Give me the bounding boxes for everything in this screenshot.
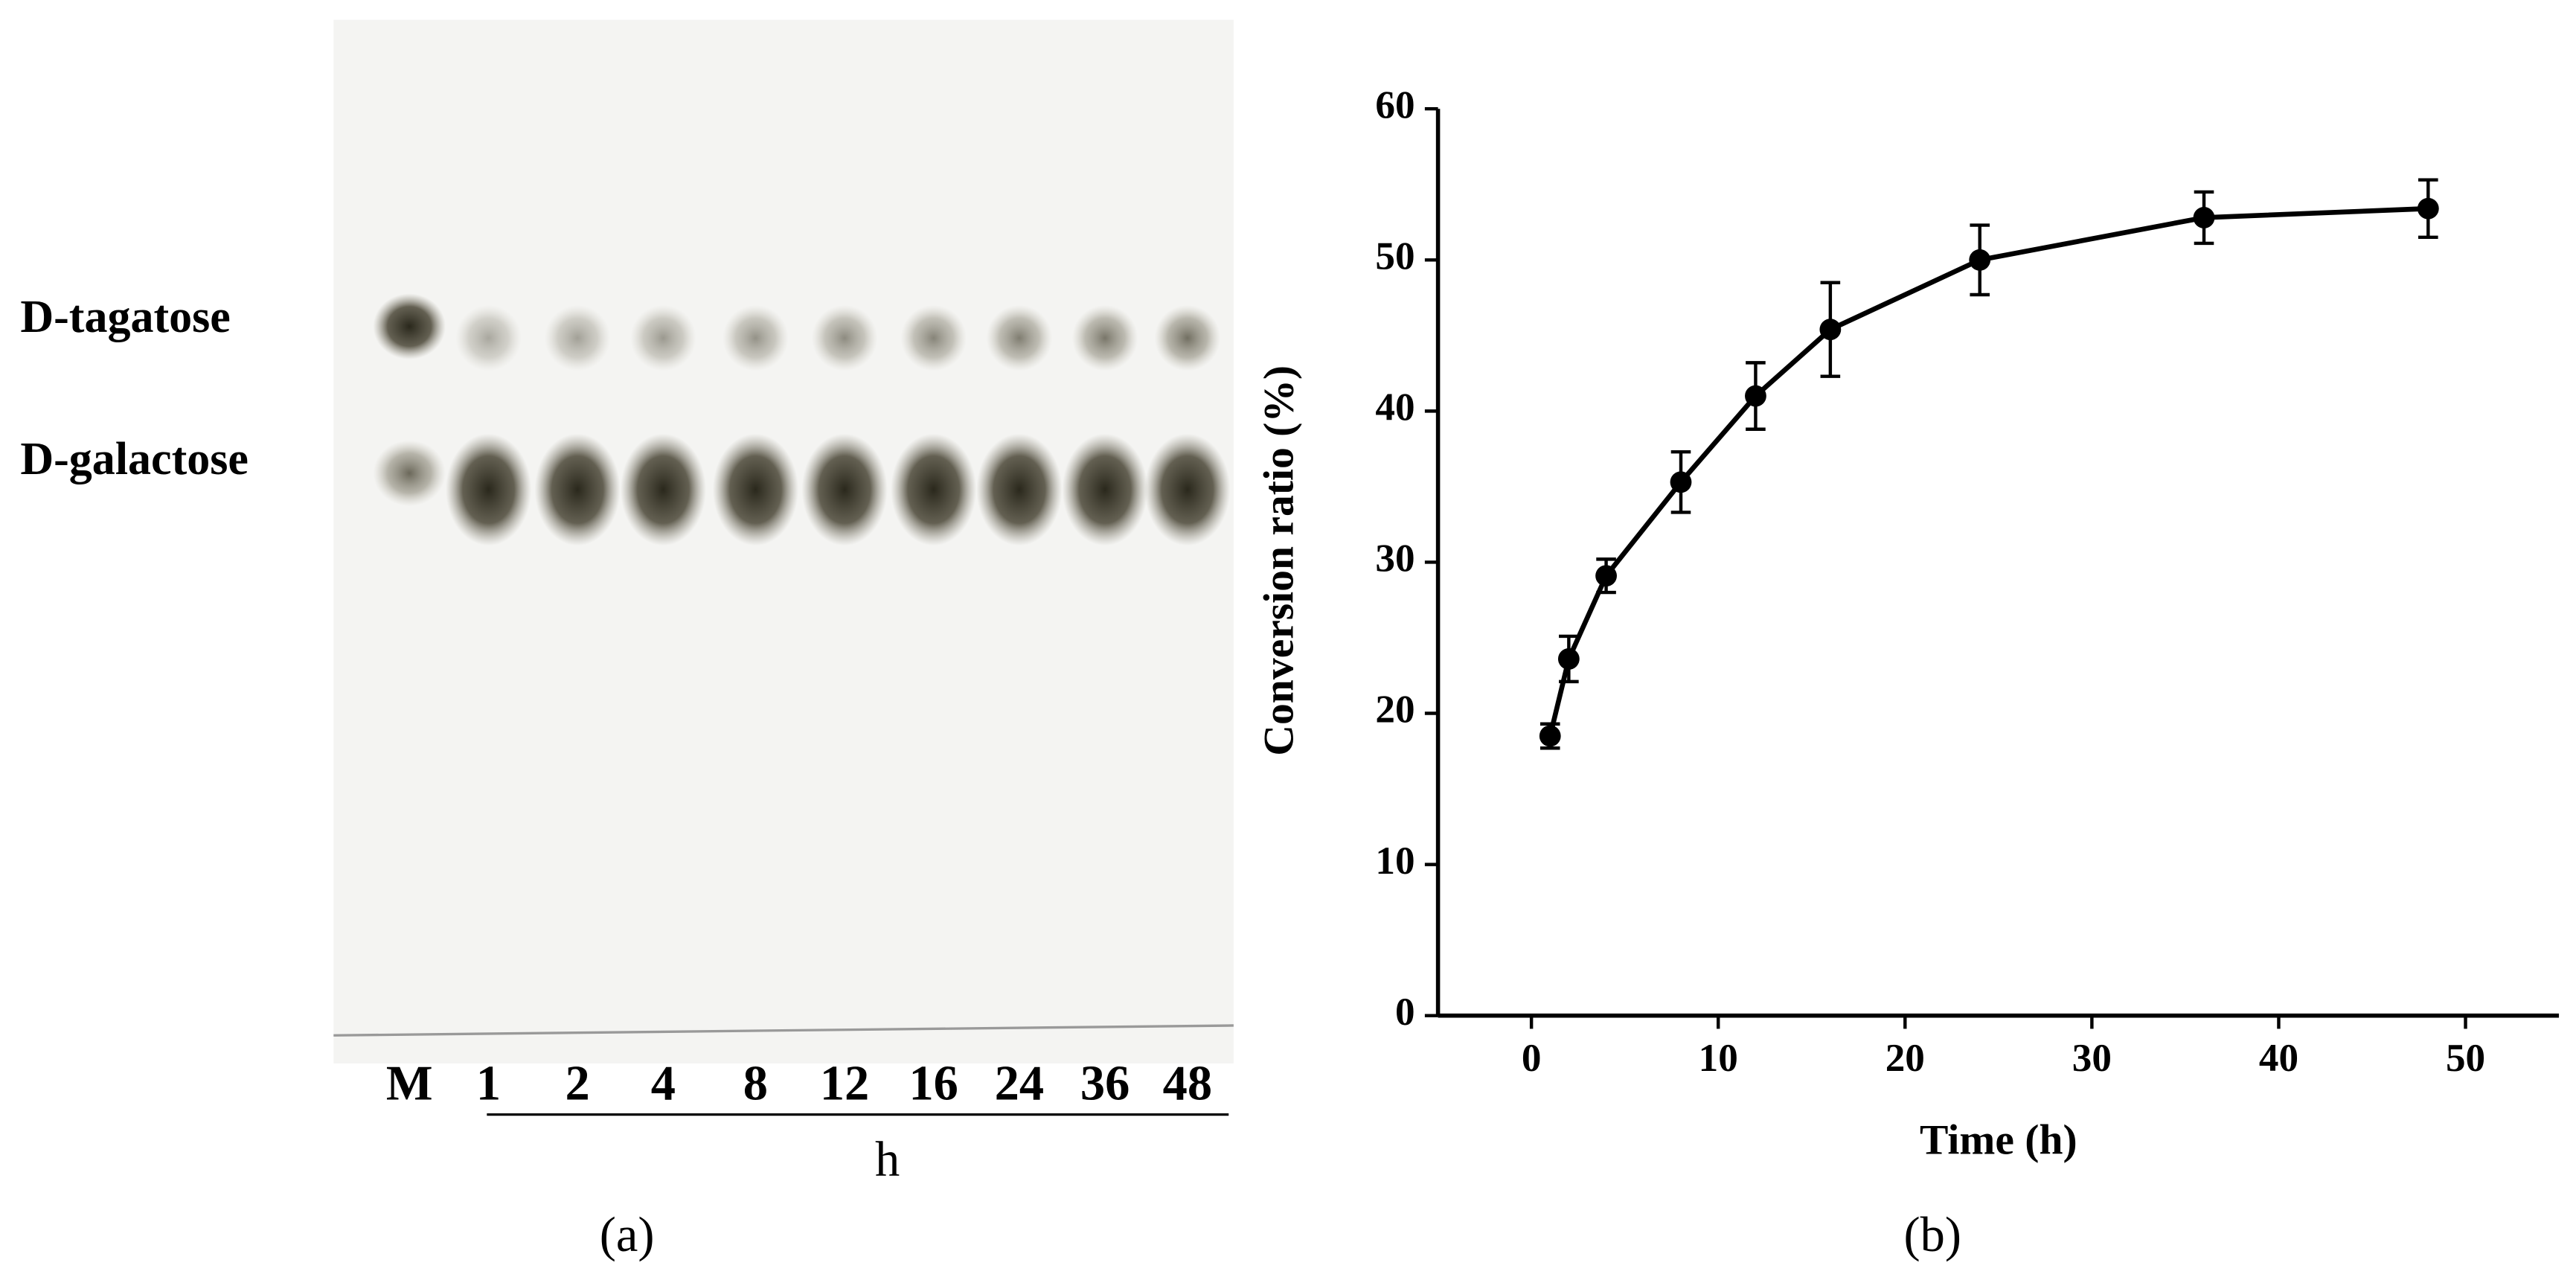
lane-label: 48: [1163, 1056, 1212, 1110]
caption: (a): [600, 1208, 655, 1262]
spot: [455, 304, 522, 371]
data-point: [1670, 471, 1692, 493]
lane-label: 12: [820, 1056, 869, 1110]
spot: [534, 433, 621, 546]
data-point: [2193, 207, 2215, 228]
y-tick-label: 30: [1375, 537, 1414, 580]
y-tick-label: 20: [1375, 688, 1414, 732]
data-point: [1745, 385, 1766, 407]
lane-label: 16: [909, 1056, 958, 1110]
spot: [1071, 304, 1138, 371]
spot: [801, 433, 888, 546]
y-tick-label: 60: [1375, 83, 1414, 127]
spot: [986, 304, 1053, 371]
spot: [712, 433, 799, 546]
lane-label: 4: [651, 1056, 676, 1110]
spot: [1144, 433, 1231, 546]
chart: 0 10 20 30 40 50 60 0 10 20 30 40 50: [1375, 83, 2560, 1080]
x-tick-label: 10: [1699, 1037, 1738, 1080]
y-tick-label: 40: [1375, 386, 1414, 429]
y-tick-label: 0: [1395, 991, 1415, 1034]
spot: [900, 304, 967, 371]
x-tick-label: 30: [2072, 1037, 2112, 1080]
x-tick-label: 20: [1885, 1037, 1925, 1080]
spot: [544, 304, 611, 371]
lane-label: 24: [995, 1056, 1044, 1110]
lane-label: 8: [743, 1056, 768, 1110]
spot: [723, 304, 789, 371]
tlc-spots: [373, 293, 1231, 546]
lane-label: 2: [565, 1056, 590, 1110]
y-axis-label: Conversion ratio (%): [1256, 365, 1303, 756]
data-point: [1539, 725, 1561, 747]
origin-line: [333, 1024, 1234, 1037]
spot: [373, 440, 446, 507]
y-tick-label: 10: [1375, 839, 1414, 883]
spot: [630, 304, 696, 371]
x-tick-label: 50: [2446, 1037, 2485, 1080]
lane-label: 36: [1080, 1056, 1130, 1110]
spot: [620, 433, 706, 546]
lane-label: M: [386, 1056, 433, 1110]
data-point: [1557, 648, 1580, 670]
data-point: [2417, 197, 2439, 220]
x-tick-label: 40: [2259, 1037, 2298, 1080]
caption: (b): [1903, 1208, 1961, 1262]
spot: [445, 433, 532, 546]
spot: [811, 304, 878, 371]
data-point: [1595, 565, 1617, 587]
x-axis-label: Time (h): [1920, 1117, 2077, 1164]
data-point: [1819, 319, 1842, 341]
y-tick-label: 50: [1375, 234, 1414, 278]
lane-label: 1: [476, 1056, 501, 1110]
spot: [891, 433, 977, 546]
spot: [976, 433, 1063, 546]
spot: [1154, 304, 1221, 371]
lane-labels: M 1 2 4 8 12 16 24 36 48: [386, 1056, 1212, 1110]
data-point: [1969, 249, 1991, 271]
spot-label: D-galactose: [20, 434, 249, 484]
spot-label: D-tagatose: [20, 292, 230, 342]
spot: [373, 293, 446, 359]
lane-unit: h: [875, 1132, 900, 1186]
spot: [1062, 433, 1148, 546]
x-tick-label: 0: [1522, 1037, 1542, 1080]
